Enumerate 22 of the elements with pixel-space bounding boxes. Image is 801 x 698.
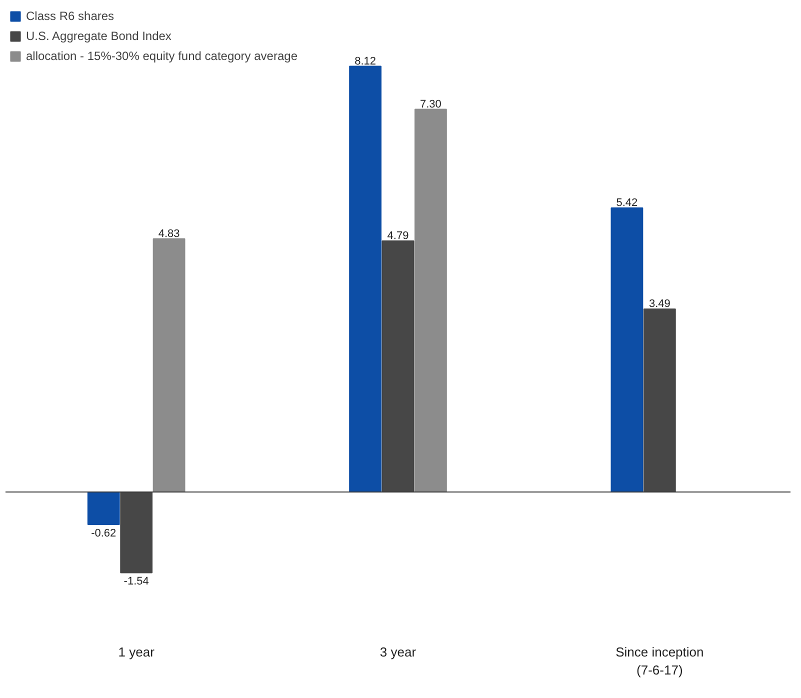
x-tick-label: Since inception (7-6-17) <box>616 644 704 678</box>
x-tick-label: 1 year <box>118 644 156 660</box>
bar <box>382 240 414 492</box>
legend-label: Class R6 shares <box>26 9 114 23</box>
x-tick-label: 3 year <box>380 644 417 660</box>
data-label: -0.62 <box>91 527 116 540</box>
data-label: 5.42 <box>616 196 638 209</box>
legend-label: U.S. Aggregate Bond Index <box>26 29 172 43</box>
bar <box>643 308 676 492</box>
data-label: 4.83 <box>158 228 180 240</box>
data-label: 7.30 <box>420 98 442 110</box>
bar <box>152 238 186 492</box>
bar <box>414 108 447 492</box>
data-label: 3.49 <box>648 298 670 310</box>
data-label: 8.12 <box>354 55 376 68</box>
legend-label: allocation - 15%-30% equity fund category average <box>26 49 298 63</box>
bar <box>610 207 644 492</box>
data-label: 4.79 <box>387 230 409 242</box>
bar <box>120 491 153 574</box>
bar <box>87 491 120 525</box>
bar <box>349 66 382 492</box>
data-label: -1.54 <box>124 576 149 588</box>
